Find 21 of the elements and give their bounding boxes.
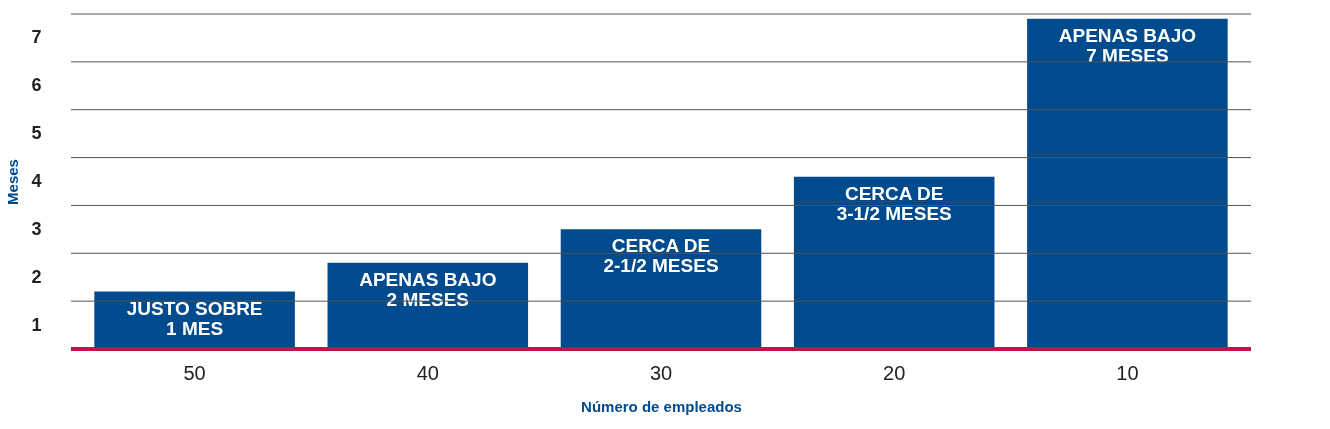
- y-tick-label: 1: [31, 314, 42, 335]
- data-label: APENAS BAJO 2 MESES: [359, 268, 497, 310]
- data-label: CERCA DE 2-1/2 MESES: [603, 235, 719, 277]
- bar: [1027, 18, 1228, 349]
- x-tick-label: 30: [649, 361, 673, 384]
- data-label: APENAS BAJO 7 MESES: [1058, 24, 1197, 66]
- y-axis-title: Meses: [4, 159, 22, 205]
- y-tick-label: 7: [31, 27, 42, 48]
- x-tick-label: 20: [883, 361, 906, 384]
- y-tick-label: 2: [31, 266, 42, 287]
- bar: [793, 176, 995, 349]
- x-axis-title: Número de empleados: [581, 397, 742, 415]
- x-tick-label: 50: [183, 361, 206, 384]
- x-tick-label: 40: [416, 361, 439, 384]
- y-tick-label: 3: [31, 218, 42, 239]
- data-label: JUSTO SOBRE 1 MES: [126, 297, 263, 339]
- y-tick-label: 6: [31, 75, 42, 96]
- y-tick-label: 5: [31, 123, 42, 144]
- y-tick-label: 4: [31, 171, 42, 191]
- data-label: CERCA DE 3-1/2 MESES: [836, 182, 952, 224]
- x-tick-label: 10: [1116, 361, 1139, 384]
